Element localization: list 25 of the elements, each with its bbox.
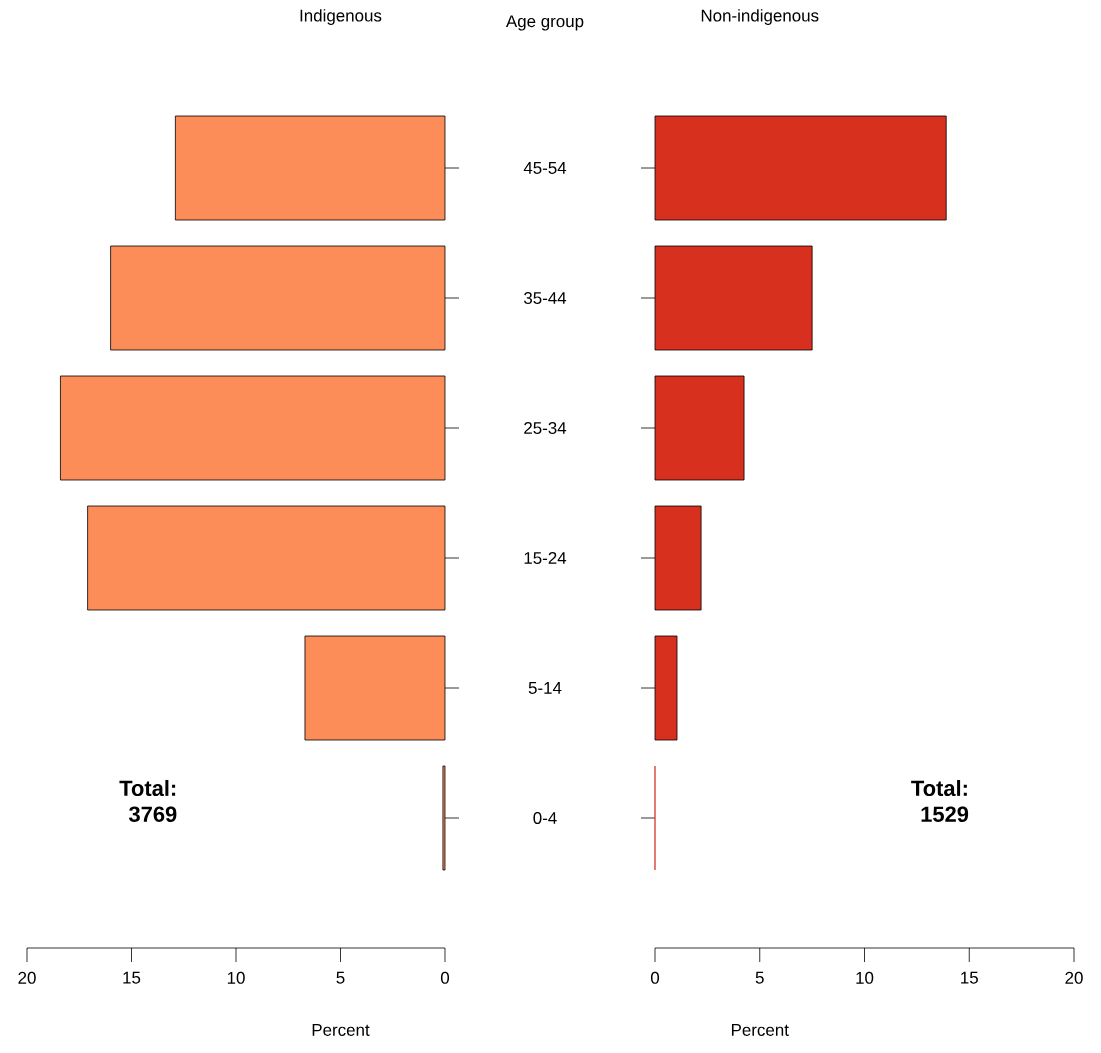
y-axis-title: Age group [505,15,584,31]
y-tick-label: 5-14 [528,682,562,694]
chart-title: Non-indigenous [701,9,819,25]
x-tick-label: 20 [18,971,36,984]
y-tick-label: 15-24 [524,552,567,565]
x-tick-label: 10 [856,971,874,984]
x-axis-title: Percent [731,1024,789,1036]
chart-title: Indigenous [300,9,382,25]
y-tick-label: 25-34 [524,422,567,435]
y-tick-label: 0-4 [533,812,557,825]
x-tick-label: 5 [336,971,345,984]
x-tick-label: 15 [123,971,141,984]
annotation: 3769 [128,806,177,822]
x-tick-label: 10 [227,971,245,984]
x-tick-label: 15 [961,971,978,984]
y-tick-label: 45-54 [523,162,567,174]
x-tick-label: 5 [755,971,764,984]
annotation: 1529 [921,806,969,822]
x-axis-title: Percent [312,1024,370,1036]
x-tick-label: 0 [650,971,660,984]
annotation: Total: [119,779,176,797]
y-tick-label: 35-44 [523,292,567,305]
annotation: Total: [911,779,967,797]
x-tick-label: 0 [440,971,450,984]
x-tick-label: 20 [1065,971,1083,984]
